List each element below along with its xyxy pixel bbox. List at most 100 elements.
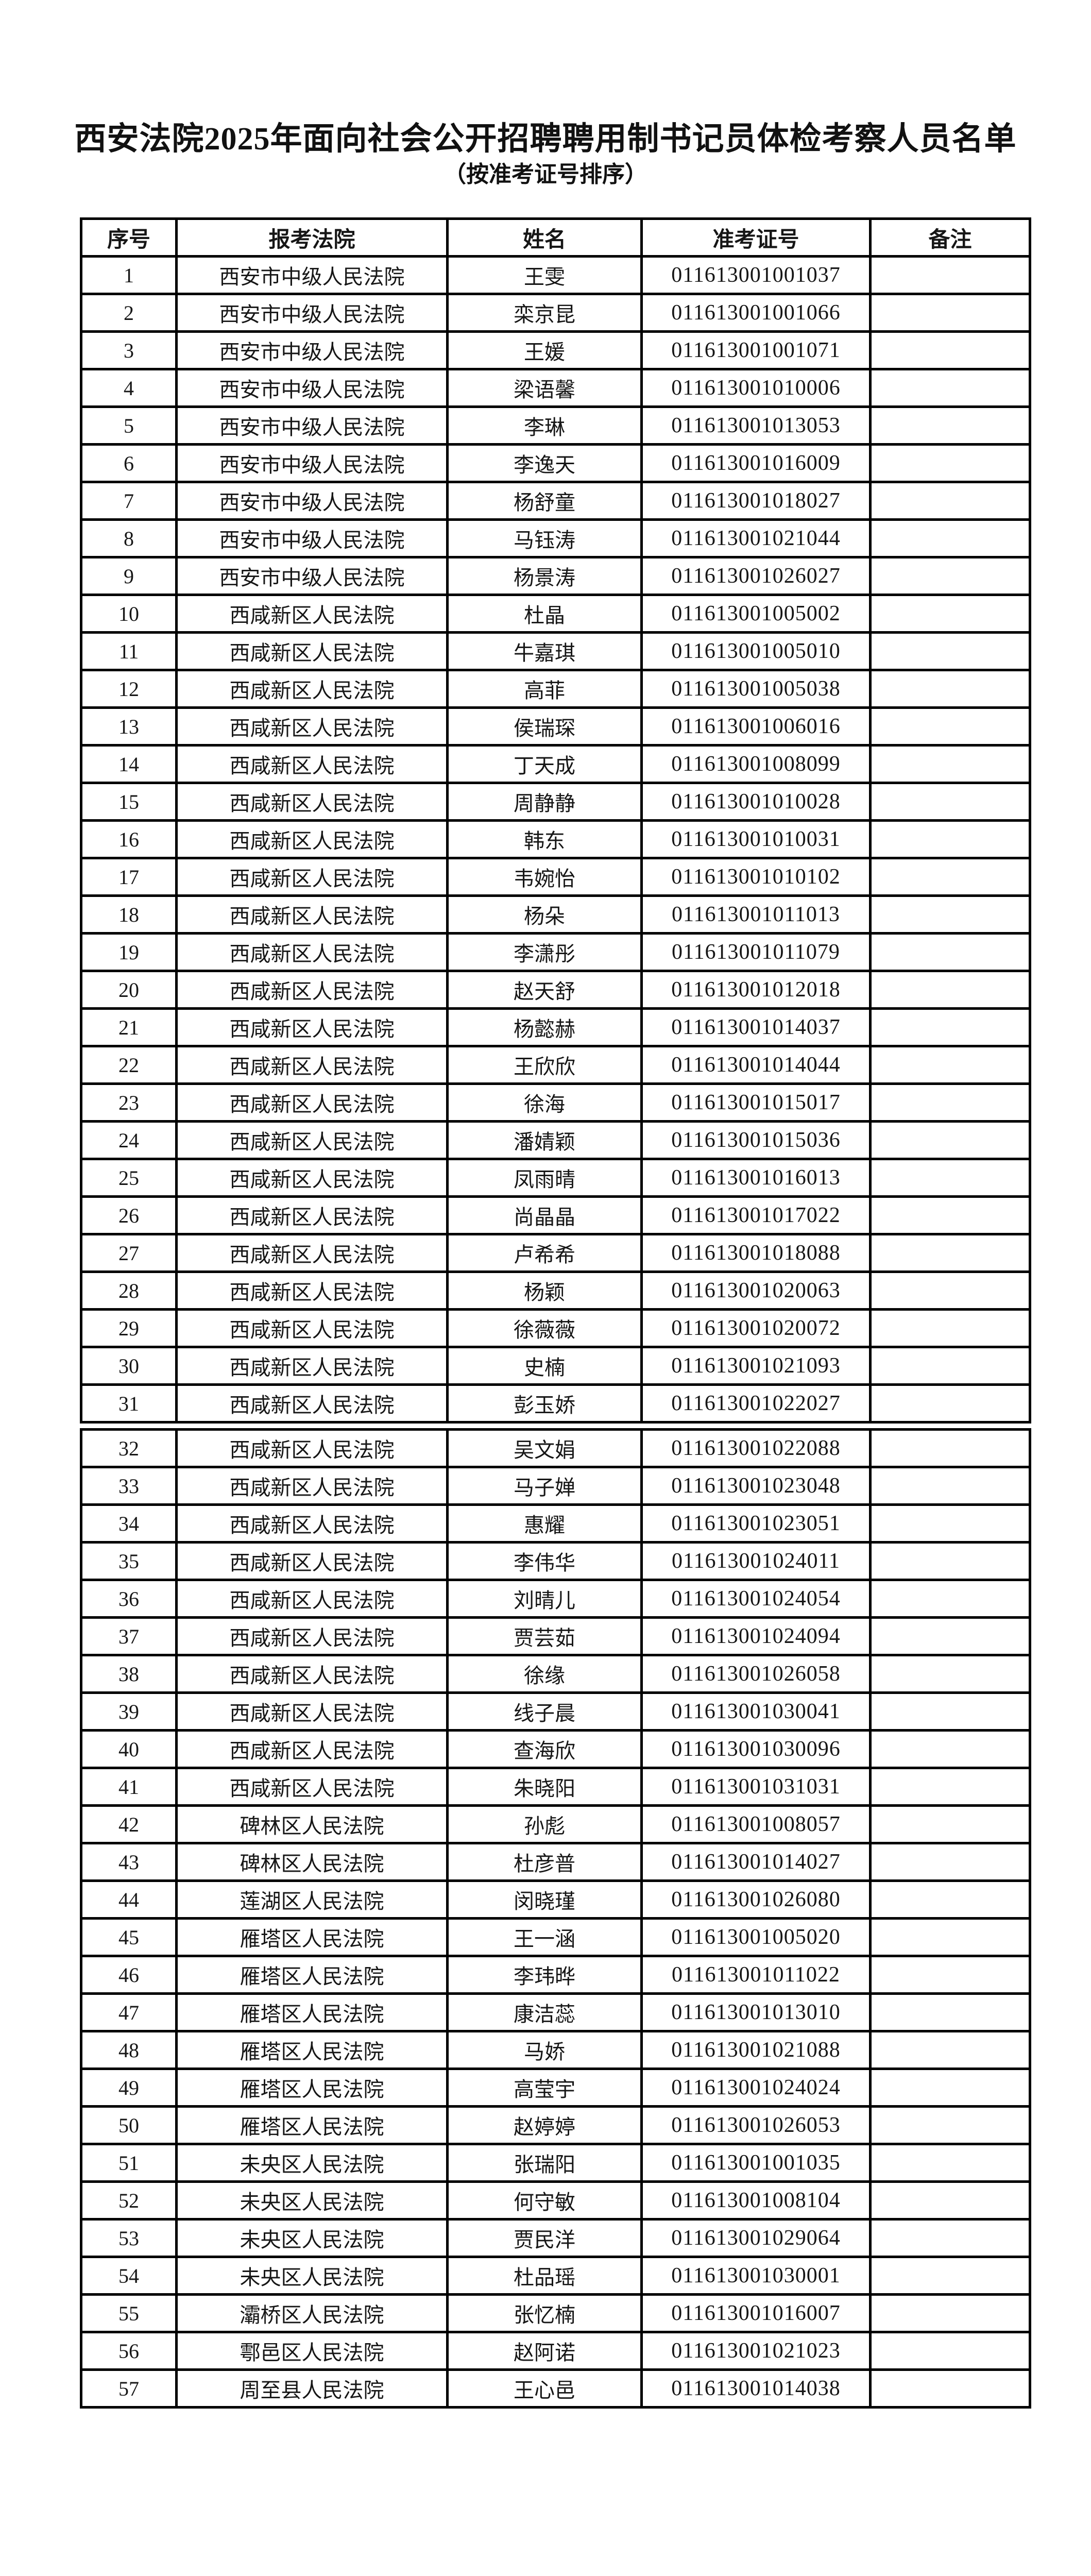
cell-seq: 22 xyxy=(80,1045,178,1085)
cell-ticket: 011613001029064 xyxy=(640,2218,872,2258)
cell-remark xyxy=(869,1383,1031,1423)
col-header-ticket: 准考证号 xyxy=(640,217,872,258)
cell-court: 西咸新区人民法院 xyxy=(175,857,449,897)
cell-ticket: 011613001005038 xyxy=(640,669,872,709)
header-row: 序号 报考法院 姓名 准考证号 备注 xyxy=(80,217,1031,258)
cell-seq: 33 xyxy=(80,1466,178,1506)
cell-seq: 49 xyxy=(80,2067,178,2108)
cell-ticket: 011613001016009 xyxy=(640,443,872,483)
cell-court: 西安市中级人民法院 xyxy=(175,293,449,333)
cell-court: 西咸新区人民法院 xyxy=(175,1233,449,1273)
col-header-court: 报考法院 xyxy=(175,217,449,258)
table-row: 5 西安市中级人民法院 李琳 011613001013053 xyxy=(80,405,1031,446)
cell-ticket: 011613001021023 xyxy=(640,2331,872,2371)
cell-seq: 35 xyxy=(80,1541,178,1581)
cell-name: 赵阿诺 xyxy=(446,2331,643,2371)
cell-remark xyxy=(869,1729,1031,1769)
cell-ticket: 011613001022088 xyxy=(640,1428,872,1468)
cell-seq: 11 xyxy=(80,631,178,671)
cell-ticket: 011613001010006 xyxy=(640,368,872,408)
cell-ticket: 011613001020072 xyxy=(640,1308,872,1348)
cell-seq: 24 xyxy=(80,1120,178,1160)
cell-court: 西咸新区人民法院 xyxy=(175,631,449,671)
cell-name: 高莹宇 xyxy=(446,2067,643,2108)
cell-name: 王欣欣 xyxy=(446,1045,643,1085)
cell-ticket: 011613001026058 xyxy=(640,1654,872,1694)
table-row: 18 西咸新区人民法院 杨朵 011613001011013 xyxy=(80,894,1031,935)
cell-remark xyxy=(869,894,1031,935)
cell-seq: 28 xyxy=(80,1270,178,1311)
cell-court: 西咸新区人民法院 xyxy=(175,894,449,935)
cell-court: 西咸新区人民法院 xyxy=(175,1346,449,1386)
cell-ticket: 011613001018027 xyxy=(640,481,872,521)
cell-name: 张忆楠 xyxy=(446,2293,643,2333)
cell-court: 西安市中级人民法院 xyxy=(175,330,449,370)
cell-seq: 5 xyxy=(80,405,178,446)
cell-ticket: 011613001010028 xyxy=(640,782,872,822)
cell-ticket: 011613001020063 xyxy=(640,1270,872,1311)
cell-court: 西咸新区人民法院 xyxy=(175,1691,449,1732)
cell-court: 未央区人民法院 xyxy=(175,2256,449,2296)
cell-name: 李玮晔 xyxy=(446,1955,643,1995)
cell-remark xyxy=(869,556,1031,596)
cell-court: 西咸新区人民法院 xyxy=(175,819,449,859)
cell-seq: 43 xyxy=(80,1842,178,1882)
table-row: 54 未央区人民法院 杜品瑶 011613001030001 xyxy=(80,2256,1031,2296)
cell-name: 李琳 xyxy=(446,405,643,446)
table-row: 17 西咸新区人民法院 韦婉怡 011613001010102 xyxy=(80,857,1031,897)
cell-seq: 15 xyxy=(80,782,178,822)
table-row: 35 西咸新区人民法院 李伟华 011613001024011 xyxy=(80,1541,1031,1581)
cell-seq: 20 xyxy=(80,970,178,1010)
table-row: 42 碑林区人民法院 孙彪 011613001008057 xyxy=(80,1804,1031,1844)
cell-court: 西安市中级人民法院 xyxy=(175,255,449,295)
cell-remark xyxy=(869,443,1031,483)
table-row: 29 西咸新区人民法院 徐薇薇 011613001020072 xyxy=(80,1308,1031,1348)
cell-seq: 53 xyxy=(80,2218,178,2258)
cell-seq: 2 xyxy=(80,293,178,333)
cell-seq: 31 xyxy=(80,1383,178,1423)
cell-seq: 23 xyxy=(80,1082,178,1123)
cell-name: 栾京昆 xyxy=(446,293,643,333)
cell-remark xyxy=(869,1541,1031,1581)
cell-remark xyxy=(869,481,1031,521)
table-row: 26 西咸新区人民法院 尚晶晶 011613001017022 xyxy=(80,1195,1031,1235)
table-row: 50 雁塔区人民法院 赵婷婷 011613001026053 xyxy=(80,2105,1031,2145)
cell-remark xyxy=(869,2105,1031,2145)
cell-ticket: 011613001022027 xyxy=(640,1383,872,1423)
cell-name: 朱晓阳 xyxy=(446,1767,643,1807)
cell-name: 张瑞阳 xyxy=(446,2143,643,2183)
table-row: 10 西咸新区人民法院 杜晶 011613001005002 xyxy=(80,594,1031,634)
table-row: 36 西咸新区人民法院 刘晴儿 011613001024054 xyxy=(80,1579,1031,1619)
cell-name: 彭玉娇 xyxy=(446,1383,643,1423)
cell-seq: 13 xyxy=(80,706,178,747)
cell-ticket: 011613001018088 xyxy=(640,1233,872,1273)
cell-name: 贾芸茹 xyxy=(446,1616,643,1656)
cell-ticket: 011613001024024 xyxy=(640,2067,872,2108)
cell-court: 西咸新区人民法院 xyxy=(175,782,449,822)
cell-name: 何守敏 xyxy=(446,2180,643,2221)
cell-remark xyxy=(869,2180,1031,2221)
cell-court: 西咸新区人民法院 xyxy=(175,1579,449,1619)
cell-remark xyxy=(869,2293,1031,2333)
cell-court: 雁塔区人民法院 xyxy=(175,2105,449,2145)
table-row: 47 雁塔区人民法院 康洁蕊 011613001013010 xyxy=(80,1992,1031,2032)
cell-court: 西咸新区人民法院 xyxy=(175,1120,449,1160)
cell-ticket: 011613001012018 xyxy=(640,970,872,1010)
table-row: 55 灞桥区人民法院 张忆楠 011613001016007 xyxy=(80,2293,1031,2333)
cell-ticket: 011613001014038 xyxy=(640,2368,872,2409)
cell-remark xyxy=(869,1466,1031,1506)
cell-court: 碑林区人民法院 xyxy=(175,1842,449,1882)
cell-name: 潘婧颖 xyxy=(446,1120,643,1160)
cell-remark xyxy=(869,1691,1031,1732)
cell-ticket: 011613001015017 xyxy=(640,1082,872,1123)
cell-remark xyxy=(869,1879,1031,1920)
cell-court: 碑林区人民法院 xyxy=(175,1804,449,1844)
cell-ticket: 011613001010031 xyxy=(640,819,872,859)
cell-court: 鄠邑区人民法院 xyxy=(175,2331,449,2371)
cell-ticket: 011613001001035 xyxy=(640,2143,872,2183)
cell-remark xyxy=(869,1120,1031,1160)
cell-ticket: 011613001011079 xyxy=(640,932,872,972)
cell-seq: 39 xyxy=(80,1691,178,1732)
cell-remark xyxy=(869,2368,1031,2409)
cell-court: 西咸新区人民法院 xyxy=(175,1082,449,1123)
